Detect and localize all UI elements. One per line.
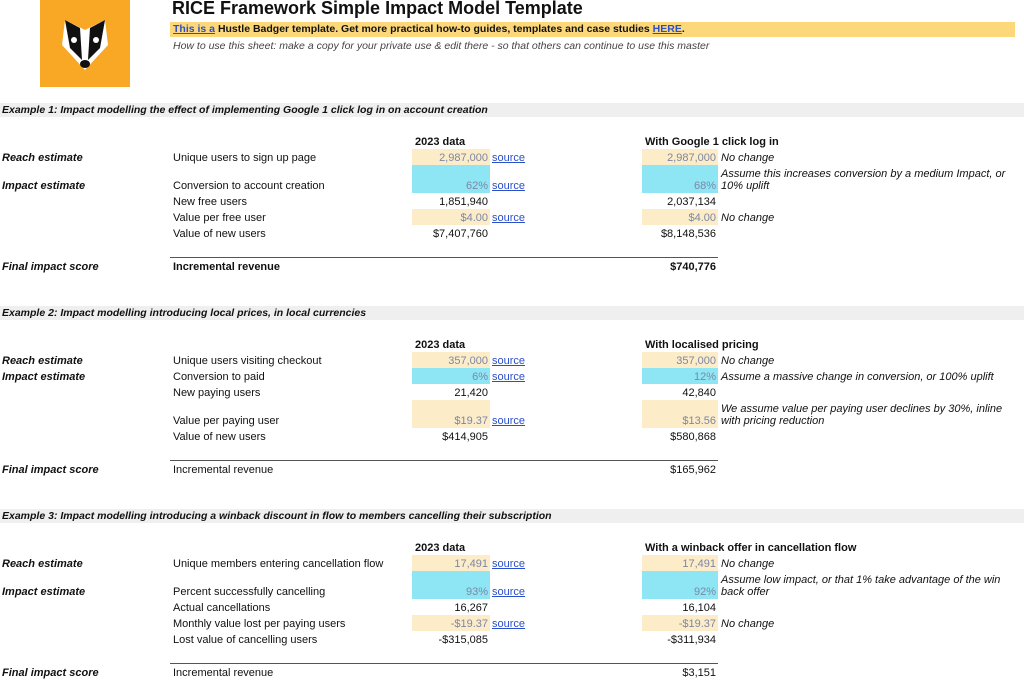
metric: Value of new users: [173, 431, 266, 443]
source-link[interactable]: source: [492, 586, 526, 598]
value-a: -$19.37: [412, 615, 490, 631]
final-value: $165,962: [670, 464, 716, 476]
section-title: Example 2: Impact modelling introducing …: [0, 306, 1024, 320]
value-a: 93%: [412, 571, 490, 599]
source-link[interactable]: source: [492, 152, 526, 164]
value-a: 2,987,000: [412, 149, 490, 165]
row-label: Impact estimate: [2, 180, 86, 192]
value-b: 92%: [642, 571, 718, 599]
source-link[interactable]: source: [492, 212, 526, 224]
note: No change: [721, 618, 775, 630]
note: Assume low impact, or that 1% take advan…: [721, 574, 1001, 598]
value-a: 6%: [412, 368, 490, 384]
value-b: $580,868: [670, 431, 716, 443]
value-b: $4.00: [642, 209, 718, 225]
source-link[interactable]: source: [492, 180, 526, 192]
value-b: $8,148,536: [660, 228, 716, 240]
metric: Value per free user: [173, 212, 266, 224]
row-label: Impact estimate: [2, 586, 86, 598]
value-a: -$315,085: [438, 634, 488, 646]
final-metric: Incremental revenue: [173, 667, 274, 679]
col-header: 2023 data: [415, 136, 466, 148]
logo: [40, 0, 130, 87]
value-b: 357,000: [642, 352, 718, 368]
metric: Actual cancellations: [173, 602, 271, 614]
value-a: 21,420: [454, 387, 488, 399]
col-header: With a winback offer in cancellation flo…: [645, 542, 857, 554]
note: No change: [721, 212, 775, 224]
note: No change: [721, 558, 775, 570]
final-metric: Incremental revenue: [173, 261, 280, 273]
value-b: 2,037,134: [667, 196, 716, 208]
metric: Value of new users: [173, 228, 266, 240]
note: No change: [721, 152, 775, 164]
source-link[interactable]: source: [492, 415, 526, 427]
final-label: Final impact score: [2, 261, 99, 273]
instructions: How to use this sheet: make a copy for y…: [173, 40, 710, 52]
col-header: With Google 1 click log in: [645, 136, 779, 148]
metric: Unique users visiting checkout: [173, 355, 322, 367]
metric: New free users: [173, 196, 247, 208]
row-label: Impact estimate: [2, 371, 86, 383]
row-label: Reach estimate: [2, 558, 83, 570]
title: RICE Framework Simple Impact Model Templ…: [172, 0, 583, 18]
metric: Percent successfully cancelling: [173, 586, 326, 598]
metric: Monthly value lost per paying users: [173, 618, 346, 630]
row-label: Reach estimate: [2, 152, 83, 164]
final-metric: Incremental revenue: [173, 464, 274, 476]
value-a: $4.00: [412, 209, 490, 225]
source-link[interactable]: source: [492, 618, 526, 630]
final-value: $740,776: [670, 261, 716, 273]
value-a: $414,905: [442, 431, 488, 443]
value-b: 12%: [642, 368, 718, 384]
metric: Conversion to paid: [173, 371, 265, 383]
divider: [170, 663, 718, 664]
metric: Unique users to sign up page: [173, 152, 317, 164]
final-label: Final impact score: [2, 667, 99, 679]
value-a: 17,491: [412, 555, 490, 571]
divider: [170, 460, 718, 461]
value-b: 68%: [642, 165, 718, 193]
metric: Conversion to account creation: [173, 180, 325, 192]
source-link[interactable]: source: [492, 355, 526, 367]
value-a: 62%: [412, 165, 490, 193]
final-label: Final impact score: [2, 464, 99, 476]
row-label: Reach estimate: [2, 355, 83, 367]
metric: New paying users: [173, 387, 261, 399]
banner: This is a Hustle Badger template. Get mo…: [170, 22, 1015, 37]
value-b: 42,840: [682, 387, 716, 399]
value-a: $7,407,760: [432, 228, 488, 240]
section-title: Example 1: Impact modelling the effect o…: [0, 103, 1024, 117]
metric: Value per paying user: [173, 415, 280, 427]
value-b: 16,104: [682, 602, 716, 614]
source-link[interactable]: source: [492, 371, 526, 383]
col-header: 2023 data: [415, 339, 466, 351]
metric: Lost value of cancelling users: [173, 634, 318, 646]
metric: Unique members entering cancellation flo…: [173, 558, 384, 570]
value-b: 2,987,000: [642, 149, 718, 165]
col-header: 2023 data: [415, 542, 466, 554]
divider: [170, 257, 718, 258]
value-a: $19.37: [412, 400, 490, 428]
value-a: 1,851,940: [439, 196, 488, 208]
note: We assume value per paying user declines…: [721, 403, 1003, 427]
value-a: 16,267: [454, 602, 488, 614]
value-b: -$19.37: [642, 615, 718, 631]
banner-text: Hustle Badger template. Get more practic…: [217, 23, 650, 35]
note: Assume a massive change in conversion, o…: [721, 371, 994, 383]
value-a: 357,000: [412, 352, 490, 368]
value-b: 17,491: [642, 555, 718, 571]
value-b: $13.56: [642, 400, 718, 428]
note: No change: [721, 355, 775, 367]
banner-end: .: [681, 23, 685, 35]
col-header: With localised pricing: [645, 339, 759, 351]
note: Assume this increases conversion by a me…: [721, 168, 1006, 192]
banner-link[interactable]: This is a: [173, 23, 216, 35]
final-value: $3,151: [682, 667, 716, 679]
value-b: -$311,934: [667, 634, 716, 646]
source-link[interactable]: source: [492, 558, 526, 570]
section-title: Example 3: Impact modelling introducing …: [0, 509, 1024, 523]
here-link[interactable]: HERE: [652, 23, 682, 35]
